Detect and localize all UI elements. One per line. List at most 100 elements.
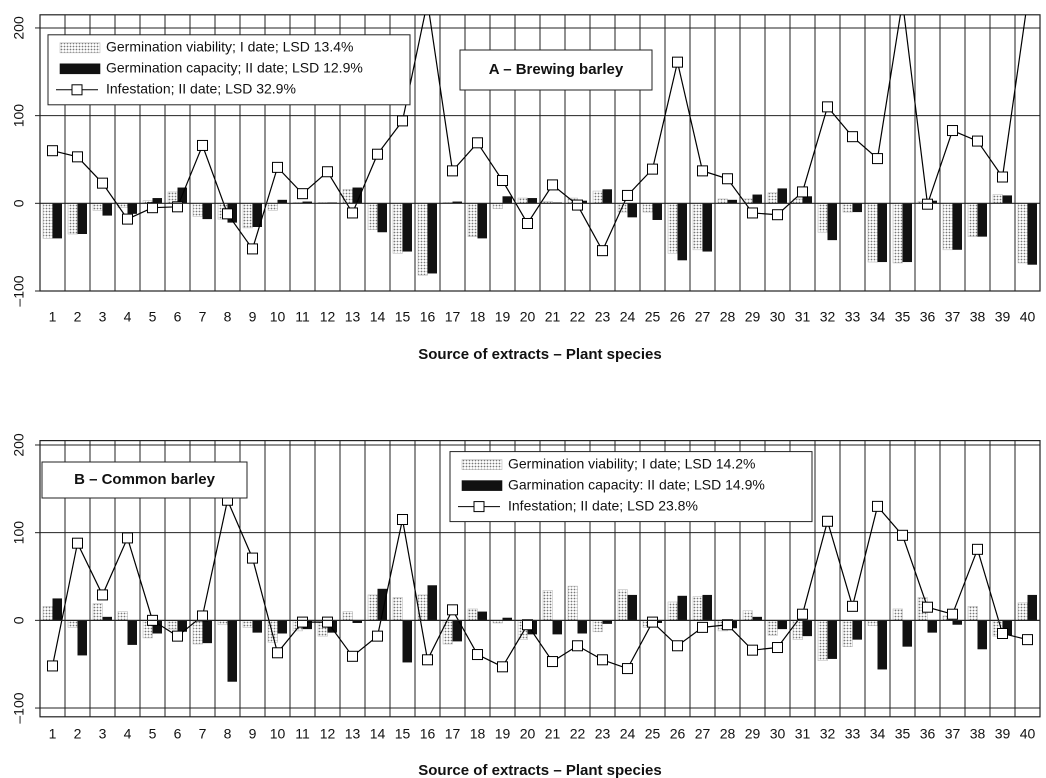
- bar: [52, 203, 62, 239]
- bar: [792, 620, 803, 640]
- legend-swatch: [59, 63, 101, 75]
- bar: [377, 588, 387, 621]
- x-tick-label: 9: [249, 726, 257, 742]
- legend-box: [47, 34, 411, 106]
- bar: [652, 203, 662, 220]
- x-tick-label: 8: [224, 309, 232, 325]
- bar: [827, 203, 837, 241]
- bar: [427, 203, 437, 274]
- x-tick-label: 3: [99, 309, 107, 325]
- x-tick-label: 31: [795, 309, 811, 325]
- bar: [952, 620, 962, 625]
- bar: [242, 203, 253, 229]
- line-marker: [898, 0, 908, 7]
- x-tick-label: 22: [570, 726, 586, 742]
- x-tick-label: 39: [995, 726, 1011, 742]
- bar: [427, 585, 437, 621]
- line-marker: [347, 207, 358, 219]
- legend-label: Garmination capacity: II date; LSD 14.9%: [508, 476, 765, 492]
- line-marker: [97, 177, 108, 189]
- bar: [742, 610, 753, 621]
- bar: [667, 203, 678, 254]
- x-tick-label: 5: [149, 309, 157, 325]
- bar: [67, 620, 78, 628]
- bar: [977, 203, 987, 237]
- x-tick-label: 25: [645, 726, 661, 742]
- legend-marker: [473, 501, 485, 513]
- line: [52, 14, 1027, 253]
- x-tick-label: 4: [124, 726, 132, 742]
- x-tick-label: 18: [470, 726, 486, 742]
- bar: [377, 203, 387, 233]
- x-tick-label: 31: [795, 726, 811, 742]
- line-marker: [847, 600, 858, 612]
- legend-swatch: [461, 480, 503, 491]
- bar: [392, 203, 403, 254]
- bar: [942, 203, 953, 251]
- line-marker: [397, 514, 408, 526]
- bar: [767, 192, 778, 204]
- bar: [1027, 594, 1037, 621]
- x-tick-label: 16: [420, 726, 436, 742]
- legend-label: Germination viability; I date; LSD 13.4%: [106, 39, 353, 55]
- x-tick-label: 9: [249, 309, 257, 325]
- line-marker: [297, 188, 308, 200]
- bar: [992, 194, 1003, 204]
- bar: [692, 596, 703, 621]
- x-tick-label: 19: [495, 309, 511, 325]
- line-marker: [797, 186, 808, 198]
- line-marker: [772, 209, 783, 221]
- annotation-box: [459, 49, 653, 91]
- line-marker: [247, 243, 258, 255]
- bar: [892, 203, 903, 264]
- bar: [467, 608, 478, 621]
- bar: [802, 620, 812, 637]
- bar: [752, 616, 762, 621]
- x-tick-label: 14: [370, 726, 386, 742]
- x-tick-label: 11: [295, 309, 310, 325]
- line-marker: [847, 131, 858, 143]
- x-tick-label: 7: [199, 726, 207, 742]
- x-tick-label: 35: [895, 309, 911, 325]
- line-marker: [422, 654, 433, 666]
- x-tick-label: 36: [920, 309, 936, 325]
- bar: [417, 203, 428, 276]
- line-marker: [322, 616, 333, 628]
- x-tick-label: 40: [1020, 726, 1036, 742]
- bar: [692, 203, 703, 251]
- legend-swatch: [59, 42, 101, 54]
- bar: [802, 196, 812, 204]
- line-marker: [697, 621, 708, 633]
- bar: [152, 620, 162, 634]
- bar: [977, 620, 987, 650]
- bar: [192, 203, 203, 217]
- line-marker: [572, 640, 583, 652]
- x-axis-title: Source of extracts – Plant species: [418, 762, 661, 778]
- line-marker: [972, 543, 983, 555]
- x-tick-label: 10: [270, 726, 286, 742]
- bar: [677, 203, 687, 261]
- x-tick-label: 37: [945, 726, 961, 742]
- bar: [717, 198, 728, 204]
- bar: [592, 620, 603, 633]
- line-marker: [472, 137, 483, 149]
- line-marker: [172, 201, 183, 213]
- bar: [1027, 203, 1037, 265]
- bar: [342, 611, 353, 621]
- bar: [477, 611, 487, 621]
- x-tick-label: 39: [995, 309, 1011, 325]
- bar: [67, 203, 78, 235]
- bar: [877, 203, 887, 263]
- y-tick-label: 0: [11, 616, 27, 624]
- line: [51, 498, 1028, 670]
- bar: [592, 190, 603, 204]
- bar: [227, 620, 237, 682]
- x-tick-label: 33: [845, 309, 861, 325]
- bar: [267, 203, 278, 211]
- bar: [677, 595, 687, 621]
- line-marker: [1023, 0, 1033, 7]
- bar: [52, 598, 62, 621]
- line-marker: [547, 179, 558, 191]
- line-marker: [747, 644, 758, 656]
- line-marker: [47, 660, 58, 672]
